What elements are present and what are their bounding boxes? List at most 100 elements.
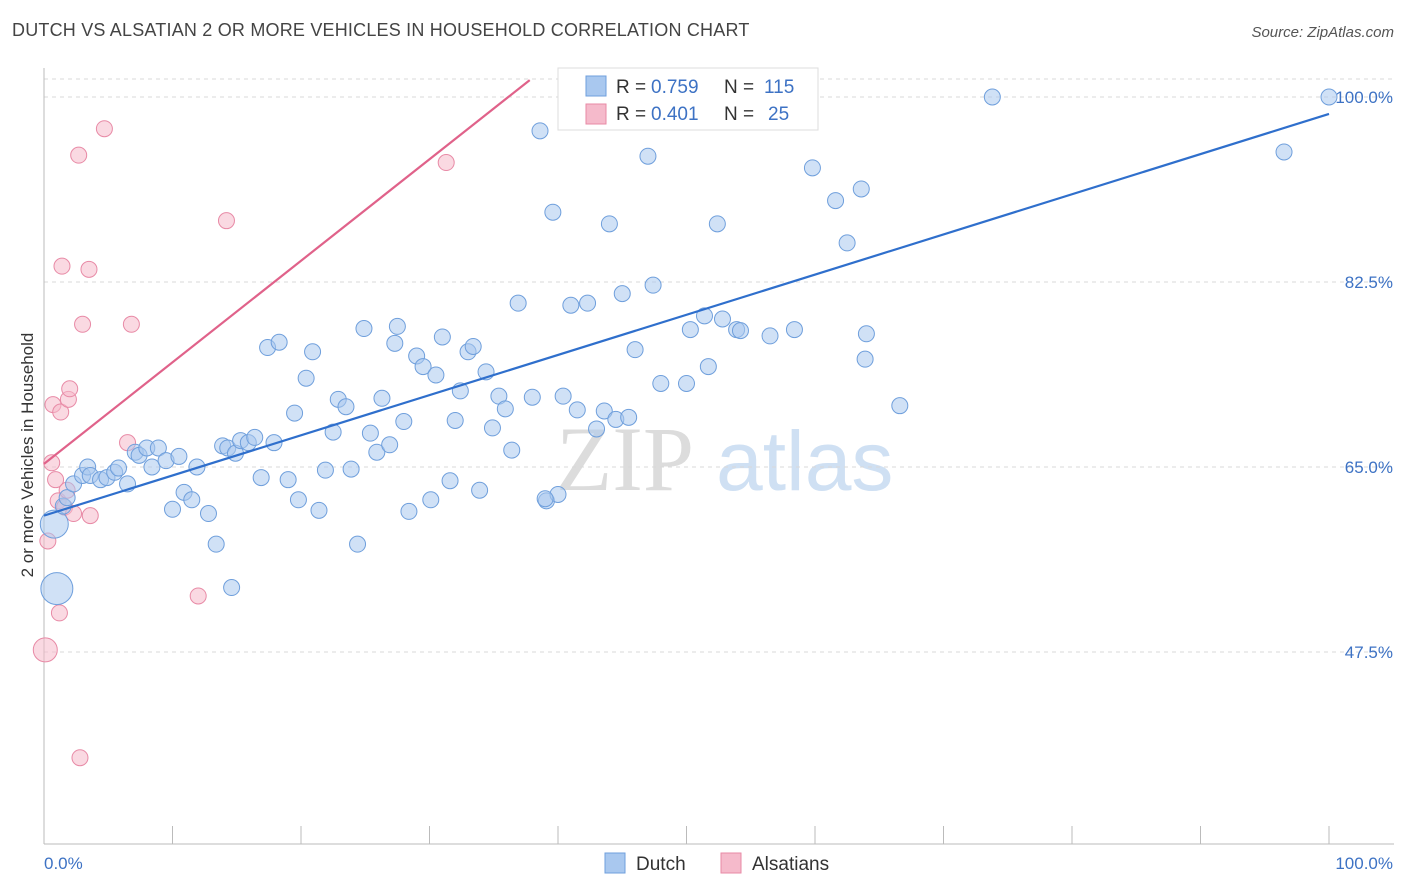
dutch-point-91	[639, 147, 657, 165]
als-point-14	[70, 146, 88, 164]
dutch-point-53	[381, 436, 399, 454]
dutch-trend-line	[43, 112, 1330, 517]
dutch-point-85	[595, 402, 613, 420]
axes	[43, 68, 1394, 845]
dutch-point-51	[368, 443, 386, 461]
dutch-point-1	[39, 509, 69, 539]
legend-dutch-swatch	[585, 75, 607, 97]
dutch-point-108	[856, 350, 874, 368]
alsatians-trend-line	[43, 79, 531, 465]
dutch-point-36	[270, 333, 288, 351]
dutch-point-101	[731, 322, 749, 340]
als-point-22	[189, 587, 207, 605]
dutch-point-28	[223, 579, 241, 597]
dutch-point-99	[713, 310, 731, 328]
dutch-point-109	[857, 325, 875, 343]
dutch-point-96	[695, 307, 713, 325]
dutch-point-83	[579, 294, 597, 312]
dutch-point-75	[523, 388, 541, 406]
dutch-point-48	[349, 535, 367, 553]
dutch-point-52	[373, 389, 391, 407]
dutch-point-3	[58, 489, 76, 507]
dutch-point-106	[838, 234, 856, 252]
dutch-point-64	[446, 411, 464, 429]
dutch-point-97	[699, 358, 717, 376]
bottom-legend-als: Alsatians	[752, 854, 829, 875]
dutch-point-103	[785, 321, 803, 339]
dutch-point-102	[761, 327, 779, 345]
legend-als-r-value: 0.401	[651, 104, 699, 125]
dutch-point-92	[644, 276, 662, 294]
als-point-19	[95, 120, 113, 138]
dutch-point-32	[246, 428, 264, 446]
y-tick-label-0: 100.0%	[1335, 88, 1393, 107]
dutch-point-62	[433, 328, 451, 346]
dutch-point-33	[252, 469, 270, 487]
dutch-point-67	[464, 337, 482, 355]
watermark-atlas: atlas	[716, 414, 893, 508]
bottom-legend-dutch: Dutch	[636, 854, 686, 875]
dutch-point-72	[496, 400, 514, 418]
dutch-point-61	[427, 366, 445, 384]
legend-als-n-value: 25	[768, 104, 789, 125]
dutch-point-111	[983, 88, 1001, 106]
dutch-point-84	[588, 420, 606, 438]
dutch-point-88	[613, 285, 631, 303]
als-point-18	[81, 507, 99, 525]
dutch-point-38	[286, 404, 304, 422]
legend-dutch-r-label: R =	[616, 77, 646, 98]
als-point-8	[53, 257, 71, 275]
dutch-point-20	[170, 447, 188, 465]
dutch-point-17	[149, 439, 167, 457]
bottom-legend-als-swatch	[720, 852, 742, 874]
dutch-point-80	[554, 387, 572, 405]
y-tick-labels: 100.0% 82.5% 65.0% 47.5%	[1335, 88, 1393, 662]
dutch-point-43	[316, 461, 334, 479]
y-tick-label-2: 65.0%	[1345, 458, 1393, 477]
als-point-21	[122, 315, 140, 333]
als-point-12	[61, 380, 79, 398]
dutch-point-55	[388, 317, 406, 335]
gridlines	[44, 78, 1394, 653]
dutch-point-82	[568, 401, 586, 419]
dutch-point-11	[110, 459, 128, 477]
x-tick-label-1: 100.0%	[1335, 854, 1393, 873]
als-point-7	[52, 403, 70, 421]
dutch-point-94	[678, 374, 695, 392]
als-point-24	[437, 154, 455, 172]
dutch-point-95	[681, 321, 699, 339]
trend-lines	[43, 79, 1330, 517]
dutch-point-24	[199, 505, 217, 523]
legend-box: R = 0.759 N = 115 R = 0.401 N = 25	[557, 67, 819, 131]
chart-title: DUTCH VS ALSATIAN 2 OR MORE VEHICLES IN …	[12, 20, 750, 40]
x-tick-label-0: 0.0%	[44, 854, 83, 873]
y-tick-label-1: 82.5%	[1345, 273, 1393, 292]
dutch-point-90	[626, 341, 644, 359]
bottom-legend-dutch-swatch	[604, 852, 626, 874]
bottom-legend: Dutch Alsatians	[604, 852, 829, 875]
als-point-16	[74, 315, 92, 333]
dutch-point-89	[620, 408, 638, 426]
dutch-point-114	[536, 490, 554, 508]
dutch-point-22	[183, 491, 201, 509]
dutch-point-110	[891, 397, 909, 415]
dutch-point-98	[708, 215, 726, 233]
source-label: Source: ZipAtlas.com	[1251, 24, 1394, 41]
dutch-point-37	[279, 471, 297, 489]
dutch-point-41	[304, 343, 322, 361]
legend-als-r-label: R =	[616, 104, 646, 125]
dutch-point-86	[600, 215, 618, 233]
dutch-point-112	[1275, 143, 1293, 161]
legend-als-n-label: N =	[724, 104, 754, 125]
dutch-point-81	[562, 296, 580, 314]
dutch-point-40	[297, 369, 315, 387]
dutch-point-93	[652, 374, 670, 392]
dutch-point-73	[503, 441, 521, 459]
dutch-point-39	[289, 491, 307, 509]
x-tick-labels: 0.0% 100.0%	[44, 854, 1393, 873]
dutch-point-105	[827, 192, 845, 210]
dutch-point-46	[337, 398, 355, 416]
dutch-point-25	[207, 535, 225, 553]
dutch-point-16	[143, 458, 161, 476]
dutch-point-76	[531, 122, 549, 140]
